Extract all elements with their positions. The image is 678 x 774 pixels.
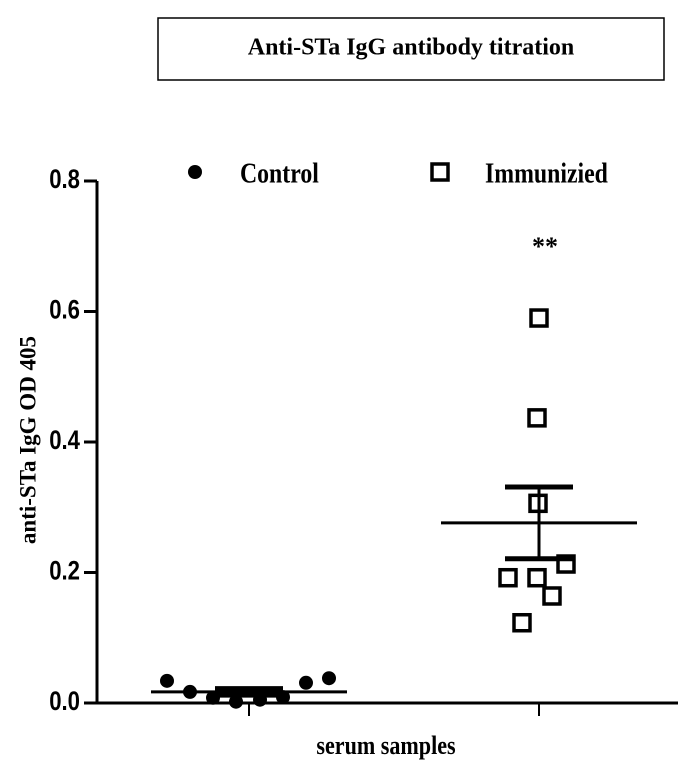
point <box>542 586 562 606</box>
y-axis-label: anti-STa IgG OD 405 <box>15 336 40 544</box>
y-tick-label: 0.0 <box>49 687 80 717</box>
chart-title: Anti-STa IgG antibody titration <box>248 35 575 61</box>
point <box>160 673 174 688</box>
point <box>527 408 547 428</box>
point <box>556 554 576 574</box>
title-box <box>157 17 665 81</box>
legend-marker <box>188 165 202 179</box>
point <box>529 308 549 328</box>
legend-marker <box>430 162 450 182</box>
point <box>322 671 336 686</box>
point <box>498 567 518 588</box>
annotation: ** <box>532 232 558 261</box>
y-tick-label: 0.8 <box>49 165 80 195</box>
x-axis-label: serum samples <box>316 732 455 760</box>
legend-label: Control <box>240 158 319 189</box>
y-tick-label: 0.4 <box>49 426 80 456</box>
y-tick-label: 0.6 <box>49 296 80 326</box>
point <box>527 567 547 588</box>
y-tick-label: 0.2 <box>49 557 80 587</box>
legend-label: Immunizied <box>485 158 608 189</box>
point <box>229 694 243 709</box>
point <box>512 612 532 633</box>
point <box>299 675 313 690</box>
